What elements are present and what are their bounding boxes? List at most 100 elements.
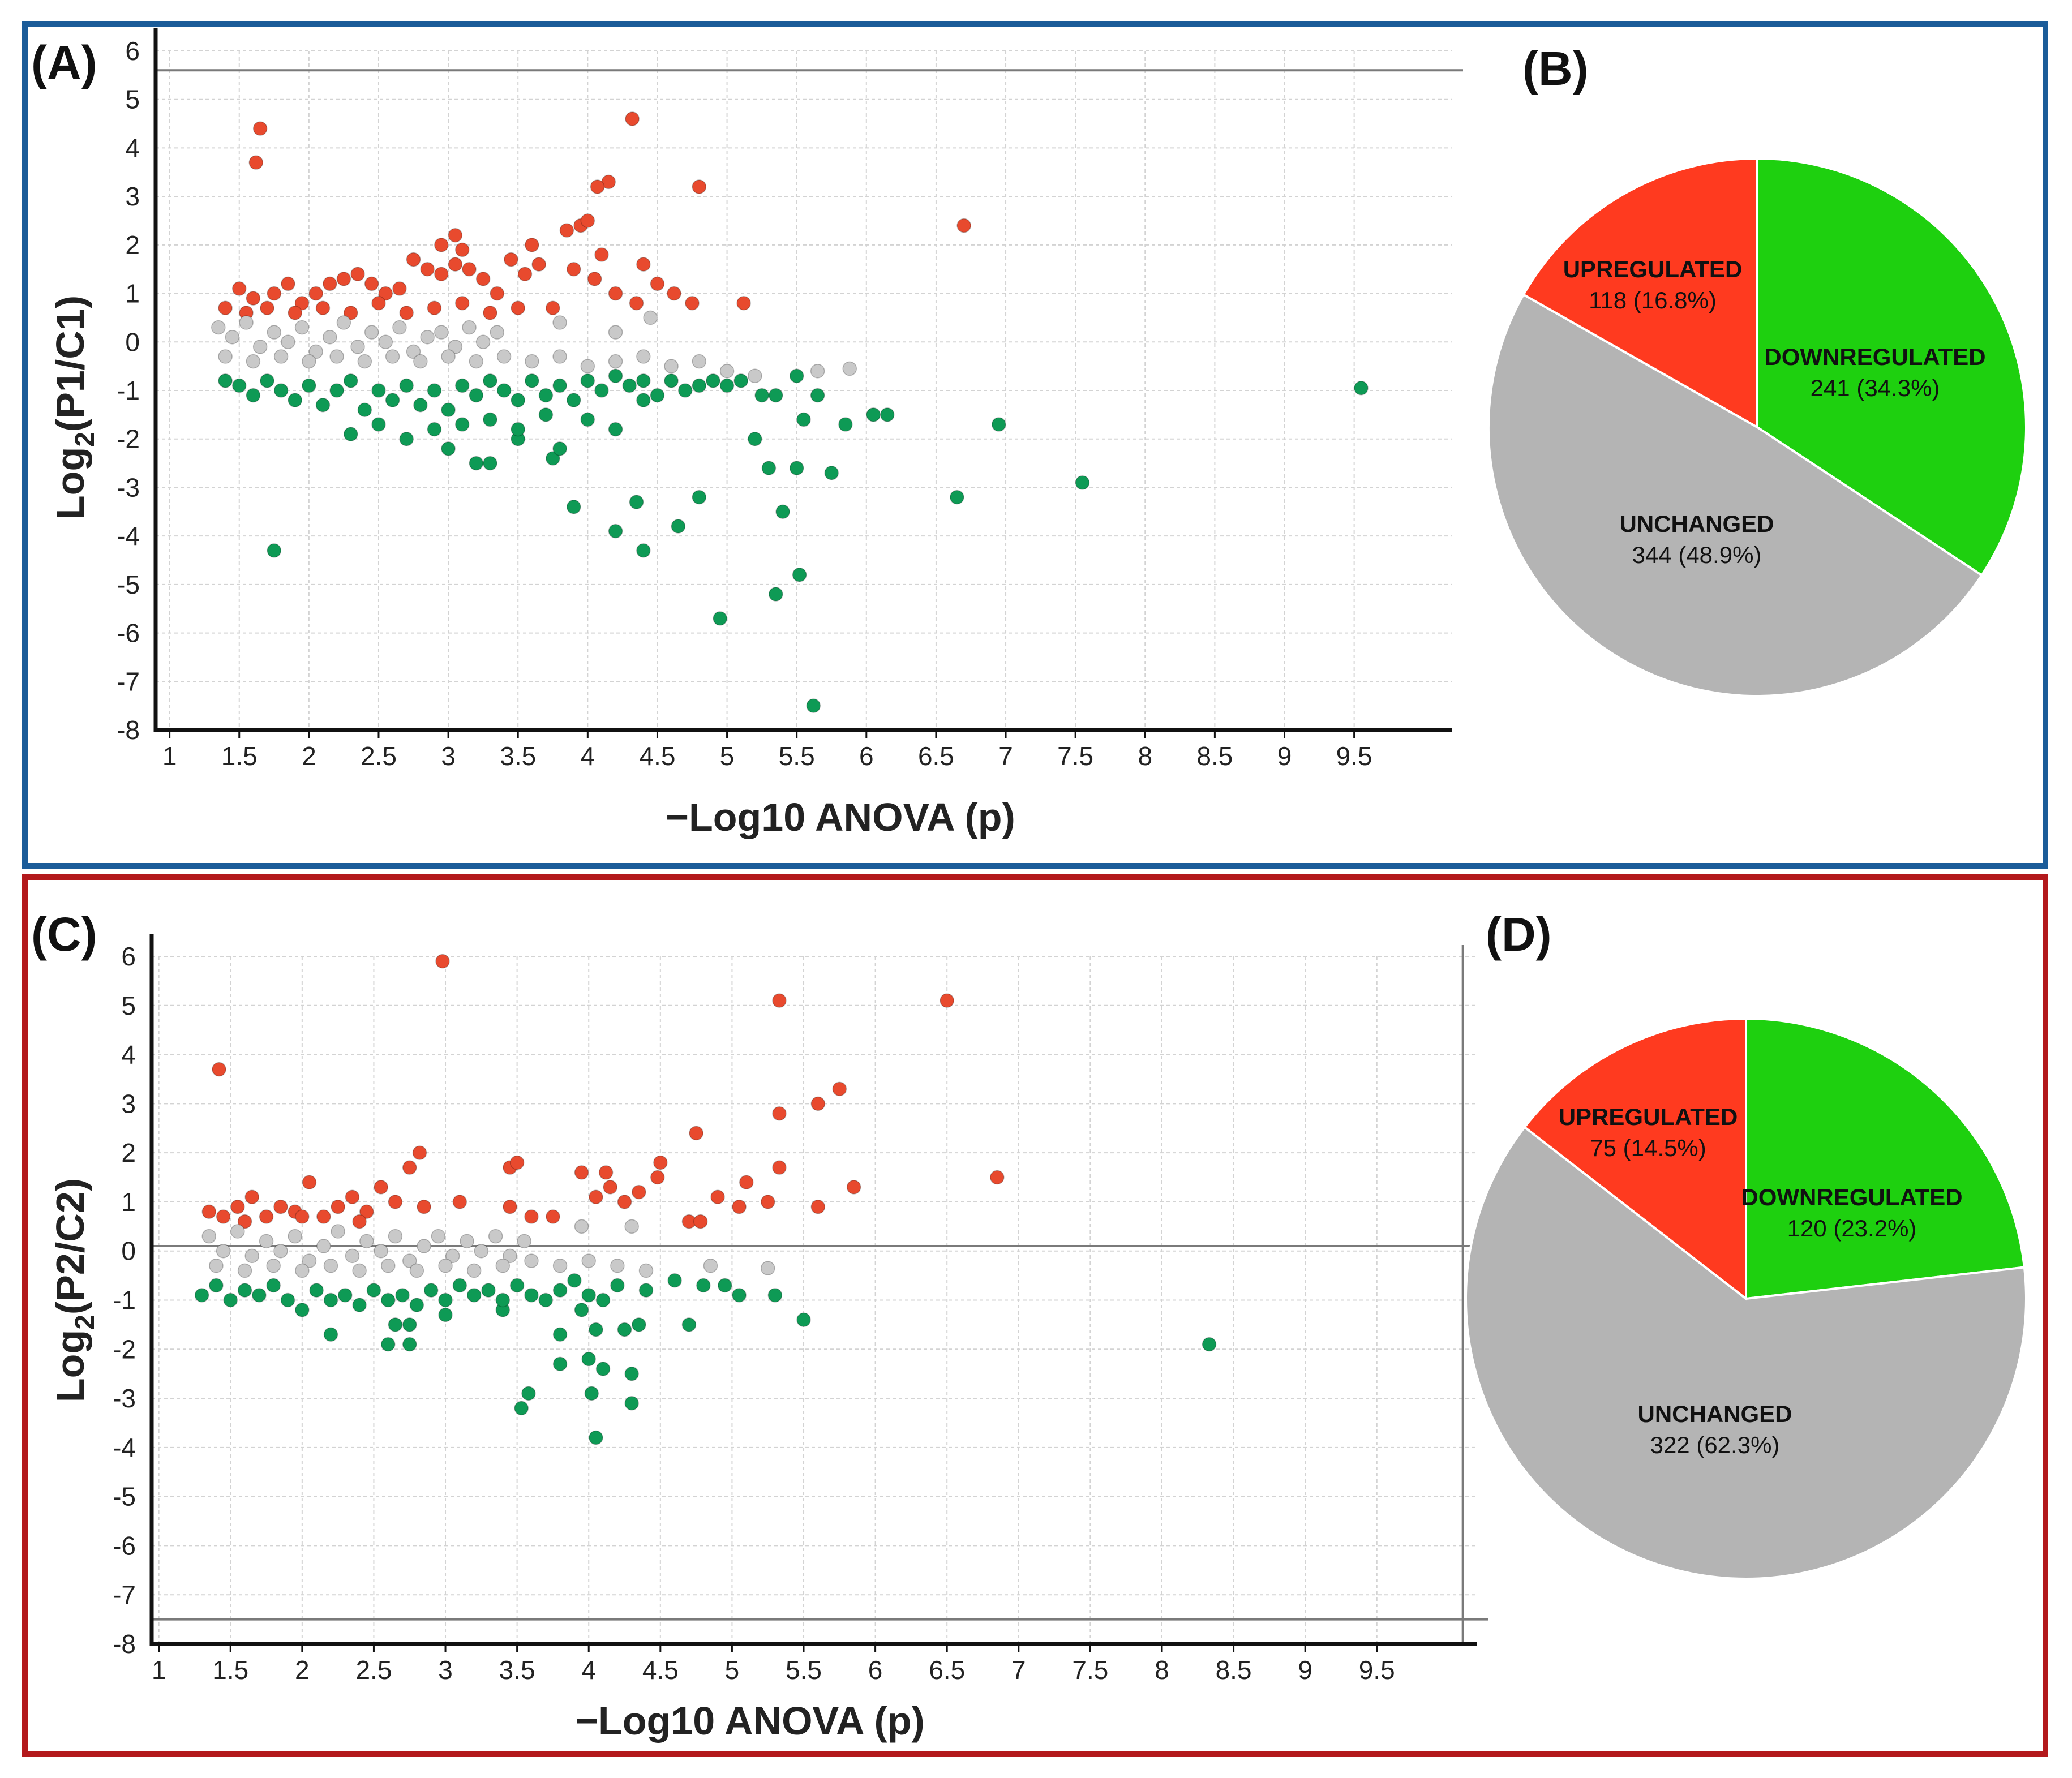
scatter-c-point-unchanged-29 [381, 1259, 396, 1273]
bottom-panel-frame [22, 874, 2048, 1757]
scatter-c-point-up-29 [302, 1175, 317, 1189]
scatter-c-point-down-34 [323, 1292, 338, 1308]
scatter-c-x-tick-label-12: 7 [1011, 1655, 1026, 1685]
pie-panel-b: (B) UPREGULATED 118 (16.8%) DOWNREGULATE… [1487, 42, 2027, 697]
scatter-a-point-up-38 [546, 300, 560, 316]
scatter-a-x-tick-label-2: 2 [302, 741, 316, 771]
scatter-a-point-down-50 [315, 397, 331, 413]
scatter-c-point-down-42 [438, 1292, 453, 1308]
scatter-a-x-axis-title: −Log10 ANOVA (p) [666, 795, 1015, 839]
scatter-c-point-unchanged-14 [402, 1253, 417, 1268]
scatter-c-point-unchanged-41 [703, 1259, 718, 1273]
scatter-c-point-unchanged-33 [495, 1259, 511, 1273]
scatter-c-point-down-21 [438, 1307, 453, 1322]
scatter-a-point-unchanged-34 [580, 359, 595, 373]
scatter-c-point-unchanged-37 [610, 1259, 625, 1273]
scatter-c-point-up-13 [598, 1165, 614, 1180]
scatter-c-point-up-48 [732, 1199, 747, 1214]
pie-d-slice-unchanged [1465, 1125, 2028, 1580]
scatter-a-y-axis-title: Log2(P1/C1) [48, 295, 100, 519]
scatter-a-x-tick-label-13: 7.5 [1057, 741, 1093, 771]
scatter-c-x-tick-label-4: 3 [438, 1655, 453, 1685]
scatter-a-y-tick-label-11: -5 [117, 570, 140, 599]
scatter-a-point-unchanged-24 [302, 354, 316, 369]
scatter-a-point-down-68 [566, 393, 581, 407]
scatter-a-point-down-46 [260, 373, 274, 388]
scatter-c-point-unchanged-1 [216, 1243, 231, 1259]
scatter-a-point-unchanged-22 [246, 354, 261, 369]
scatter-a-point-down-1 [713, 611, 728, 626]
scatter-a-point-down-11 [692, 489, 707, 505]
scatter-c-point-down-9 [552, 1356, 568, 1372]
scatter-panel-c: (C) 1 1.5 2 2.5 3 3.5 4 4.5 5 5.5 6 6.5 7 7.5 8 8.5 9 9.5… [31, 908, 1488, 1743]
scatter-a-point-down-49 [302, 378, 316, 393]
scatter-c-point-up-20 [710, 1189, 725, 1204]
scatter-a-y-tick-label-1: 5 [125, 85, 140, 114]
scatter-c-point-unchanged-6 [288, 1229, 302, 1244]
scatter-a-point-up-13 [594, 247, 609, 262]
scatter-c-point-down-17 [796, 1312, 811, 1327]
scatter-a-point-unchanged-44 [552, 315, 567, 330]
scatter-c-point-down-49 [538, 1292, 554, 1308]
scatter-a-point-down-61 [469, 388, 484, 403]
scatter-c-point-unchanged-20 [488, 1229, 503, 1244]
scatter-a-point-down-39 [538, 407, 554, 422]
scatter-c-point-down-20 [402, 1317, 417, 1332]
scatter-a-point-down-2 [806, 698, 821, 713]
scatter-a-point-down-57 [413, 397, 428, 413]
pie-d-labels: UPREGULATED 75 (14.5%) DOWNREGULATED 120… [1559, 1103, 1963, 1458]
scatter-c-point-up-33 [359, 1204, 374, 1219]
scatter-a-point-up-22 [323, 276, 337, 291]
scatter-a-point-down-75 [664, 373, 679, 388]
scatter-a-point-down-69 [580, 373, 595, 388]
scatter-c-point-up-15 [650, 1170, 665, 1185]
scatter-a-y-tick-label-13: -7 [117, 667, 140, 696]
scatter-c-point-down-0 [1202, 1337, 1217, 1352]
scatter-c-point-unchanged-38 [638, 1263, 654, 1278]
scatter-c-point-up-2 [940, 993, 954, 1008]
scatter-c-x-tick-label-3: 2.5 [355, 1655, 392, 1685]
scatter-a-point-unchanged-37 [664, 359, 679, 373]
scatter-a-point-unchanged-32 [525, 354, 539, 369]
scatter-a-point-down-14 [824, 465, 839, 480]
scatter-a-point-up-39 [566, 261, 581, 277]
scatter-a-x-tick-label-16: 9 [1277, 741, 1292, 771]
scatter-a-point-unchanged-41 [810, 363, 825, 379]
scatter-a-point-up-7 [580, 213, 595, 228]
scatter-a-x-tick-label-7: 4.5 [639, 741, 675, 771]
scatter-a-grid [156, 50, 1452, 731]
scatter-a-y-tick-label-0: 6 [125, 36, 140, 66]
scatter-c-point-down-27 [223, 1292, 238, 1308]
scatter-c-point-unchanged-23 [209, 1259, 224, 1273]
scatter-c-point-down-7 [595, 1362, 611, 1376]
scatter-c-y-tick-label-14: -8 [113, 1629, 136, 1659]
scatter-a-point-down-76 [677, 383, 693, 398]
scatter-c-point-down-39 [395, 1288, 410, 1303]
scatter-c-x-tick-label-10: 6 [868, 1655, 883, 1685]
scatter-a-point-up-12 [525, 238, 539, 252]
scatter-a-point-up-26 [378, 286, 393, 301]
scatter-a-point-down-22 [796, 412, 811, 427]
scatter-a-point-unchanged-7 [308, 344, 323, 359]
scatter-c-point-up-21 [760, 1195, 775, 1209]
scatter-a-point-unchanged-15 [420, 329, 435, 345]
scatter-c-point-unchanged-10 [345, 1248, 360, 1264]
scatter-c-x-tick-label-1: 1.5 [212, 1655, 248, 1685]
scatter-c-point-up-7 [689, 1126, 703, 1141]
scatter-a-point-down-10 [671, 519, 686, 534]
scatter-c-point-down-46 [495, 1292, 511, 1308]
scatter-c-point-unchanged-8 [316, 1239, 331, 1253]
panel-label-b: (B) [1522, 42, 1589, 95]
scatter-c-y-tick-label-6: 0 [121, 1236, 136, 1266]
scatter-a-point-up-14 [636, 257, 651, 272]
scatter-c-y-tick-label-10: -4 [113, 1433, 136, 1462]
scatter-a-point-up-43 [650, 276, 665, 291]
scatter-a-point-unchanged-13 [392, 320, 407, 335]
scatter-c-point-down-47 [509, 1278, 525, 1293]
scatter-c-point-up-23 [216, 1209, 231, 1224]
scatter-a-point-unchanged-29 [441, 349, 456, 364]
scatter-a-point-down-43 [218, 373, 233, 388]
scatter-a-point-down-12 [761, 461, 777, 475]
scatter-a-point-down-25 [748, 431, 762, 446]
scatter-a-point-unchanged-39 [719, 363, 735, 379]
